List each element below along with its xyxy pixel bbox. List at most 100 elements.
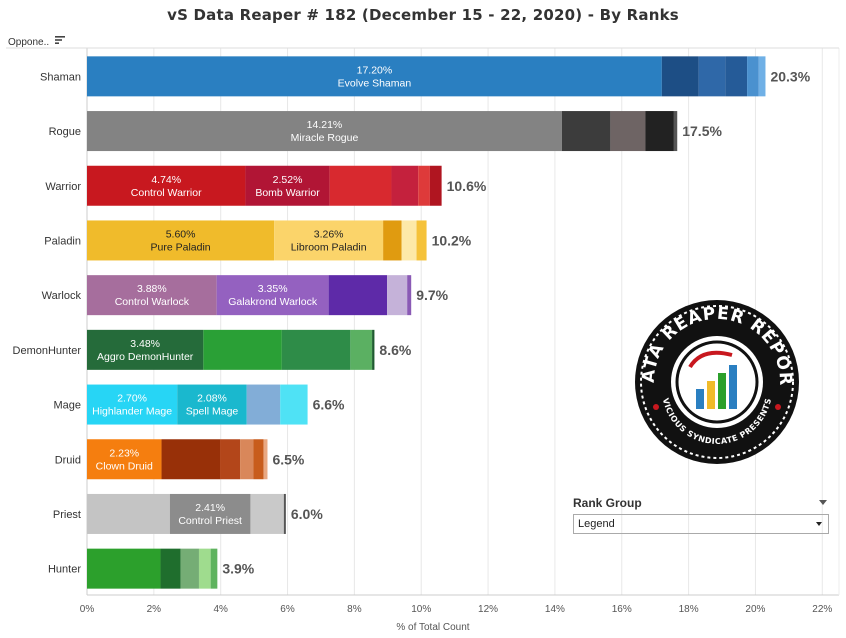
segment-percent-label: 3.48%: [130, 338, 160, 350]
x-tick-label: 4%: [213, 604, 228, 615]
bar-segment[interactable]: [161, 439, 221, 480]
segment-archetype-label: Libroom Paladin: [291, 241, 367, 253]
bar-segment[interactable]: [210, 548, 218, 589]
segment-archetype-label: Pure Paladin: [151, 241, 211, 253]
segment-archetype-label: Evolve Shaman: [338, 77, 412, 89]
bar-segment[interactable]: [698, 56, 726, 97]
bar-segment[interactable]: [561, 111, 611, 152]
bar-total-label: 8.6%: [379, 342, 411, 358]
bar-segment[interactable]: [416, 220, 427, 261]
bar-total-label: 6.5%: [272, 451, 304, 467]
bar-segment[interactable]: [253, 439, 264, 480]
bar-segment[interactable]: [87, 329, 204, 370]
labels: Shaman 17.20%Evolve Shaman 20.3% Rogue 14.21…: [13, 64, 811, 576]
bar-segment[interactable]: [87, 165, 246, 206]
segment-archetype-label: Highlander Mage: [92, 406, 172, 418]
bar-segment[interactable]: [747, 56, 759, 97]
bar-segment[interactable]: [401, 220, 417, 261]
category-label: Mage: [53, 400, 81, 412]
bar-segment[interactable]: [177, 384, 247, 425]
sort-icon[interactable]: [54, 34, 66, 46]
bar-segment[interactable]: [280, 384, 308, 425]
rank-group-select[interactable]: Legend: [573, 514, 829, 534]
segment-percent-label: 3.26%: [314, 228, 344, 240]
bar-segment[interactable]: [87, 220, 275, 261]
bar-segment[interactable]: [87, 56, 662, 97]
segment-archetype-label: Control Priest: [178, 515, 242, 527]
x-tick-label: 20%: [745, 604, 765, 615]
bar-segment[interactable]: [372, 329, 375, 370]
bar-segment[interactable]: [281, 329, 351, 370]
segment-archetype-label: Spell Mage: [186, 406, 239, 418]
bar-total-label: 6.6%: [313, 397, 345, 413]
bar-segment[interactable]: [329, 165, 392, 206]
category-label: Warrior: [45, 181, 81, 193]
bar-total-label: 6.0%: [291, 506, 323, 522]
bar-segment[interactable]: [240, 439, 254, 480]
bar-segment[interactable]: [407, 275, 412, 316]
data-reaper-logo: DATA REAPER REPORT VICIOUS SYNDICATE PRE…: [632, 297, 799, 464]
bar-segment[interactable]: [87, 384, 178, 425]
segment-percent-label: 3.35%: [258, 283, 288, 295]
bar-segment[interactable]: [216, 275, 329, 316]
bar-segment[interactable]: [274, 220, 384, 261]
bar-segment[interactable]: [263, 439, 268, 480]
segment-percent-label: 2.41%: [195, 502, 225, 514]
x-tick-label: 6%: [280, 604, 295, 615]
segment-archetype-label: Miracle Rogue: [291, 132, 359, 144]
x-tick-label: 10%: [411, 604, 431, 615]
bar-segment[interactable]: [245, 165, 330, 206]
bar-segment[interactable]: [87, 493, 170, 534]
segment-archetype-label: Bomb Warrior: [255, 187, 320, 199]
segment-percent-label: 17.20%: [357, 64, 393, 76]
bar-total-label: 20.3%: [770, 68, 810, 84]
bar-segment[interactable]: [673, 111, 678, 152]
category-label: Druid: [55, 454, 81, 466]
x-tick-label: 14%: [545, 604, 565, 615]
x-tick-label: 18%: [679, 604, 699, 615]
bar-segment[interactable]: [418, 165, 430, 206]
bar-segment[interactable]: [645, 111, 674, 152]
bar-segment[interactable]: [725, 56, 748, 97]
category-label: Paladin: [44, 235, 81, 247]
bar-segment[interactable]: [160, 548, 181, 589]
bar-segment[interactable]: [246, 384, 281, 425]
bar-segment[interactable]: [429, 165, 442, 206]
bar-segment[interactable]: [328, 275, 388, 316]
rank-group-selected-value: Legend: [578, 518, 615, 530]
bar-segment[interactable]: [283, 493, 286, 534]
bar-segment[interactable]: [87, 548, 161, 589]
bar-segment[interactable]: [220, 439, 241, 480]
bar-segment[interactable]: [350, 329, 373, 370]
bar-segment[interactable]: [387, 275, 408, 316]
bar-segment[interactable]: [250, 493, 284, 534]
segment-percent-label: 2.52%: [273, 174, 303, 186]
bar-segment[interactable]: [180, 548, 199, 589]
segment-percent-label: 14.21%: [307, 119, 343, 131]
bar-segment[interactable]: [87, 111, 562, 152]
bar-segment[interactable]: [383, 220, 402, 261]
bar-segment[interactable]: [87, 439, 162, 480]
bar-segment[interactable]: [661, 56, 699, 97]
segment-archetype-label: Aggro DemonHunter: [97, 351, 194, 363]
category-label: Priest: [53, 509, 81, 521]
bar-segment[interactable]: [198, 548, 211, 589]
bar-segment[interactable]: [203, 329, 282, 370]
category-label: DemonHunter: [13, 345, 82, 357]
segment-archetype-label: Control Warrior: [131, 187, 202, 199]
bar-segment[interactable]: [87, 275, 217, 316]
bar-segment[interactable]: [391, 165, 419, 206]
segment-percent-label: 5.60%: [166, 228, 196, 240]
bar-total-label: 3.9%: [222, 561, 254, 577]
category-label: Rogue: [49, 126, 81, 138]
category-label: Shaman: [40, 71, 81, 83]
bar-total-label: 10.2%: [432, 232, 472, 248]
segment-percent-label: 3.88%: [137, 283, 167, 295]
opponent-column-header[interactable]: Oppone..: [8, 37, 50, 48]
bar-segment[interactable]: [610, 111, 646, 152]
segment-percent-label: 2.08%: [197, 393, 227, 405]
rank-group-menu-icon[interactable]: [819, 500, 827, 505]
bar-segment[interactable]: [758, 56, 766, 97]
x-axis-label: % of Total Count: [396, 622, 469, 633]
bar-segment[interactable]: [169, 493, 251, 534]
